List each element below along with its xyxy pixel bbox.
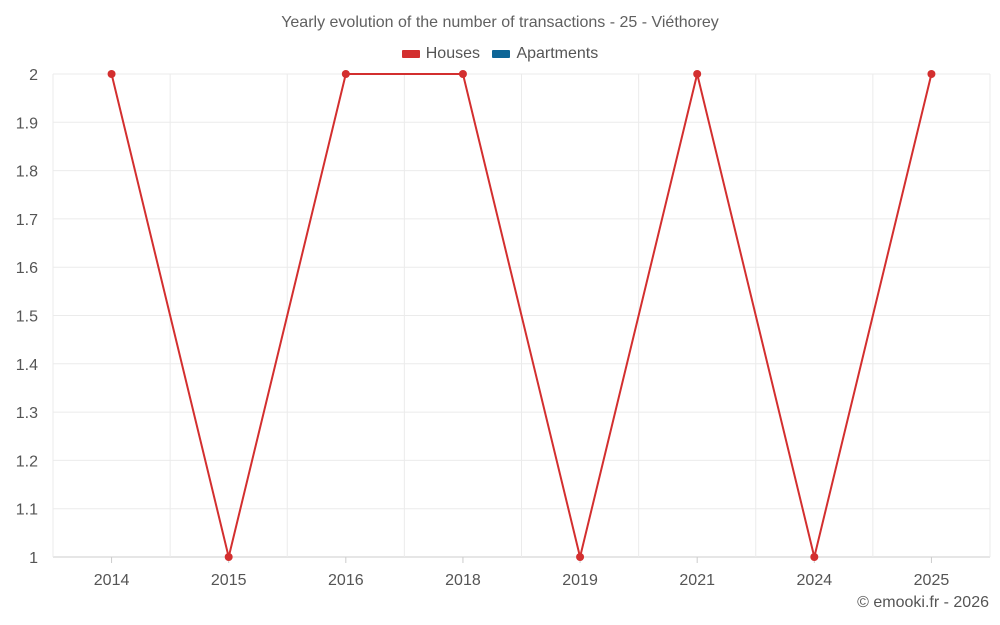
y-tick-label: 1.2	[16, 453, 38, 470]
y-axis: 1 1.1 1.2 1.3 1.4 1.5 1.6 1.7 1.8 1.9 2	[16, 67, 38, 567]
x-tick-label: 2015	[211, 572, 247, 589]
series-line-houses	[110, 73, 933, 558]
data-point-houses	[458, 70, 467, 78]
y-tick-label: 1.1	[16, 502, 38, 519]
y-tick-label: 1	[29, 550, 38, 567]
data-point-houses	[341, 70, 350, 78]
y-tick-label: 1.4	[16, 357, 38, 374]
x-tick-label: 2014	[94, 572, 130, 589]
legend-label-houses: Houses	[425, 45, 480, 62]
y-tick-label: 1.3	[16, 405, 38, 422]
y-tick-label: 1.6	[16, 260, 38, 277]
x-tick-label: 2024	[797, 572, 833, 589]
x-axis: 2014 2015 2016 2018 2019 2021 2024 2025	[94, 557, 950, 589]
credit-text: © emooki.fr - 2026	[857, 594, 989, 611]
chart-title: Yearly evolution of the number of transa…	[281, 14, 719, 31]
y-tick-label: 1.8	[16, 164, 38, 181]
y-tick-label: 2	[29, 67, 38, 84]
data-point-houses	[107, 70, 116, 78]
x-tick-label: 2025	[914, 572, 950, 589]
x-tick-label: 2019	[562, 572, 598, 589]
x-tick-label: 2018	[445, 572, 481, 589]
legend-swatch-houses	[401, 50, 420, 58]
legend: Houses Apartments	[0, 45, 1000, 63]
data-point-houses	[927, 70, 936, 78]
data-point-houses	[576, 553, 585, 561]
y-tick-label: 1.9	[16, 115, 38, 132]
data-point-houses	[224, 553, 233, 561]
x-tick-label: 2016	[328, 572, 364, 589]
y-tick-label: 1.7	[16, 212, 38, 229]
x-tick-label: 2021	[679, 572, 715, 589]
legend-item-houses[interactable]: Houses	[401, 45, 480, 63]
legend-swatch-apartments	[492, 50, 511, 58]
y-tick-label: 1.5	[16, 309, 38, 326]
series-layer	[107, 70, 936, 561]
legend-label-apartments: Apartments	[516, 45, 599, 62]
data-point-houses	[810, 553, 819, 561]
data-point-houses	[693, 70, 702, 78]
legend-item-apartments[interactable]: Apartments	[492, 45, 598, 63]
